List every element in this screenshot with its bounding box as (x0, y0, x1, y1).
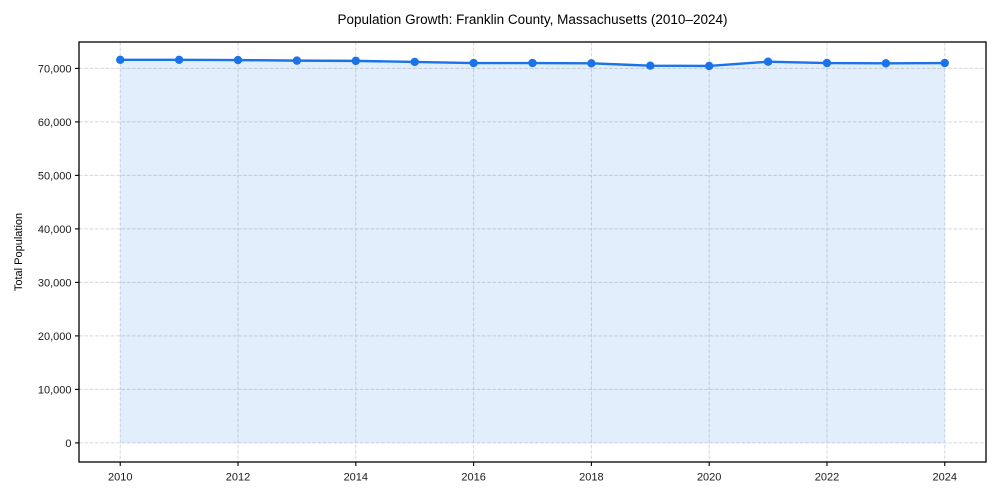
x-tick-label: 2014 (344, 472, 368, 484)
data-point-2015 (410, 57, 419, 67)
y-tick-label: 0 (65, 438, 71, 450)
x-tick-label: 2016 (461, 472, 485, 484)
x-tick-label: 2012 (226, 472, 250, 484)
data-point-2016 (469, 58, 478, 68)
y-tick-label: 30,000 (38, 277, 72, 289)
data-point-2018 (587, 59, 596, 68)
data-point-2013 (292, 56, 302, 65)
data-point-2022 (822, 58, 832, 68)
x-tick-label: 2022 (815, 472, 839, 484)
y-tick-label: 50,000 (38, 170, 72, 182)
data-point-2014 (351, 56, 361, 66)
data-point-2023 (881, 59, 891, 68)
y-tick-label: 40,000 (38, 224, 72, 236)
data-point-2017 (528, 58, 537, 68)
y-tick-label: 10,000 (38, 384, 72, 396)
data-point-2010 (116, 55, 125, 65)
x-tick-label: 2024 (933, 472, 957, 484)
data-point-2024 (940, 58, 949, 68)
area-fill (120, 59, 945, 443)
x-tick-label: 2020 (697, 472, 721, 484)
data-point-2012 (233, 55, 243, 65)
data-point-2021 (763, 57, 773, 66)
data-point-2020 (704, 61, 714, 71)
data-point-2019 (646, 61, 655, 70)
y-tick-label: 70,000 (38, 63, 72, 75)
chart-title: Population Growth: Franklin County, Mass… (337, 12, 728, 27)
y-tick-label: 20,000 (38, 331, 72, 343)
x-tick-label: 2018 (579, 472, 603, 484)
y-tick-label: 60,000 (38, 117, 72, 129)
x-tick-label: 2010 (108, 472, 132, 484)
plot-border (78, 41, 987, 463)
data-point-2011 (174, 55, 184, 65)
